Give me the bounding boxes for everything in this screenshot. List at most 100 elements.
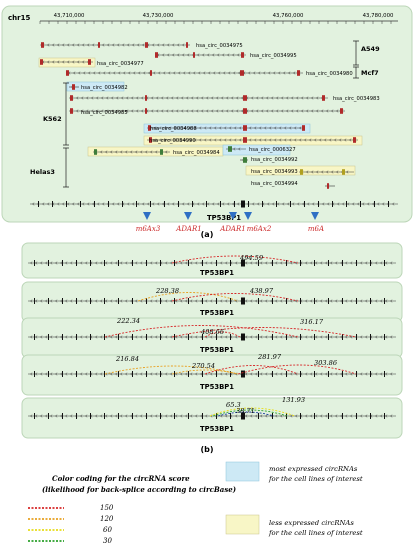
strand-chevron <box>182 202 185 206</box>
exon <box>146 371 147 377</box>
strand-chevron <box>346 170 349 174</box>
exon <box>328 260 329 266</box>
strand-chevron <box>100 261 103 265</box>
exon <box>188 260 189 266</box>
strand-chevron <box>295 414 298 418</box>
exon <box>243 95 247 101</box>
strand-chevron <box>70 261 73 265</box>
site-marker-adar1 <box>229 212 237 220</box>
exon <box>149 137 152 143</box>
circ-label: hsa_circ_0034995 <box>250 53 297 59</box>
strand-chevron <box>110 299 113 303</box>
strand-chevron <box>82 202 85 206</box>
strand-chevron <box>264 126 267 130</box>
exon <box>52 201 53 207</box>
strand-chevron <box>209 138 212 142</box>
strand-chevron <box>220 299 223 303</box>
strand-chevron <box>196 109 199 113</box>
exon <box>314 371 315 377</box>
exon <box>174 260 175 266</box>
strand-chevron <box>235 414 238 418</box>
arc-score: 494.59 <box>239 254 263 262</box>
strand-chevron <box>287 202 290 206</box>
strand-chevron <box>217 53 220 57</box>
strand-chevron <box>281 96 284 100</box>
strand-chevron <box>270 372 273 376</box>
strand-chevron <box>257 202 260 206</box>
strand-chevron <box>77 202 80 206</box>
strand-chevron <box>183 71 186 75</box>
strand-chevron <box>392 202 395 206</box>
strand-chevron <box>260 372 263 376</box>
exon <box>216 371 217 377</box>
circ-label: hsa_circ_0034990 <box>149 138 196 144</box>
strand-chevron <box>95 261 98 265</box>
strand-chevron <box>30 299 33 303</box>
strand-chevron <box>315 372 318 376</box>
strand-chevron <box>52 43 55 47</box>
exon <box>388 201 389 207</box>
strand-chevron <box>227 202 230 206</box>
strand-chevron <box>255 299 258 303</box>
strand-chevron <box>221 96 224 100</box>
strand-chevron <box>289 138 292 142</box>
strand-chevron <box>180 372 183 376</box>
strand-chevron <box>127 202 130 206</box>
strand-chevron <box>217 202 220 206</box>
cell-line-brackets <box>63 40 359 188</box>
strand-chevron <box>232 202 235 206</box>
strand-chevron <box>162 53 165 57</box>
strand-chevron <box>191 96 194 100</box>
exon <box>160 260 161 266</box>
strand-chevron <box>65 261 68 265</box>
strand-chevron <box>324 138 327 142</box>
strand-chevron <box>291 109 294 113</box>
strand-chevron <box>286 96 289 100</box>
strand-chevron <box>60 414 63 418</box>
strand-chevron <box>229 126 232 130</box>
strand-chevron <box>140 372 143 376</box>
strand-chevron <box>184 138 187 142</box>
strand-chevron <box>291 96 294 100</box>
highlight-yellow <box>38 57 96 68</box>
strand-chevron <box>125 372 128 376</box>
strand-chevron <box>110 150 113 154</box>
strand-chevron <box>340 261 343 265</box>
exon <box>148 125 151 131</box>
strand-chevron <box>241 96 244 100</box>
site-label: ADAR1 <box>219 225 245 233</box>
strand-chevron <box>86 96 89 100</box>
arc <box>137 292 239 302</box>
strand-chevron <box>173 71 176 75</box>
strand-chevron <box>239 138 242 142</box>
strand-chevron <box>213 71 216 75</box>
strand-chevron <box>171 96 174 100</box>
strand-chevron <box>259 138 262 142</box>
strand-chevron <box>180 335 183 339</box>
site-marker-m6a <box>311 212 319 220</box>
strand-chevron <box>201 109 204 113</box>
strand-chevron <box>310 414 313 418</box>
strand-chevron <box>50 372 53 376</box>
strand-chevron <box>70 335 73 339</box>
strand-chevron <box>385 335 388 339</box>
exon <box>48 260 49 266</box>
strand-chevron <box>117 43 120 47</box>
exon <box>70 95 73 101</box>
strand-chevron <box>365 372 368 376</box>
strand-chevron <box>311 109 314 113</box>
strand-chevron <box>237 202 240 206</box>
strand-chevron <box>60 372 63 376</box>
arc <box>171 293 299 302</box>
strand-chevron <box>102 202 105 206</box>
exon <box>220 201 221 207</box>
strand-chevron <box>336 170 339 174</box>
strand-chevron <box>312 202 315 206</box>
strand-chevron <box>255 372 258 376</box>
strand-chevron <box>295 299 298 303</box>
strand-chevron <box>175 414 178 418</box>
strand-chevron <box>105 299 108 303</box>
strand-chevron <box>120 150 123 154</box>
strand-chevron <box>187 202 190 206</box>
